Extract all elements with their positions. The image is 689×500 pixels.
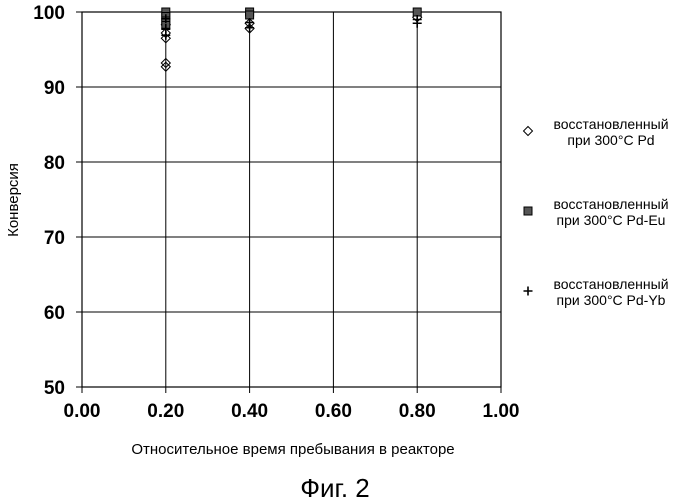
legend-label: восстановленный [553,276,668,292]
x-tick-label: 0.80 [399,401,436,422]
legend-marker-diamond [524,127,533,136]
x-tick-label: 1.00 [483,401,520,422]
grid [76,12,501,393]
legend-label: восстановленный [553,116,668,132]
legend-label: при 300°C Pd-Eu [557,212,666,228]
y-tick-label: 90 [44,78,65,99]
legend-marker-plus [524,287,533,296]
y-tick-label: 80 [44,153,65,174]
legend-label: при 300°C Pd [567,132,654,148]
legend-label: при 300°C Pd-Yb [557,292,666,308]
legend: восстановленныйпри 300°C Pdвосстановленн… [524,116,669,308]
x-tick-label: 0.00 [64,401,101,422]
y-tick-label: 60 [44,303,65,324]
data-point-square [413,8,421,16]
x-axis-title: Относительное время пребывания в реактор… [131,441,454,458]
y-tick-label: 100 [33,3,65,24]
figure-caption: Фиг. 2 [300,473,370,500]
x-tick-labels: 0.00 0.20 0.40 0.60 0.80 1.00 [64,401,520,422]
x-tick-label: 0.60 [315,401,352,422]
x-tick-label: 0.20 [147,401,184,422]
data-points [161,8,421,71]
x-tick-label: 0.40 [231,401,268,422]
y-tick-labels: 50 60 70 80 90 100 [33,3,65,399]
plot-area [82,12,501,387]
y-tick-label: 50 [44,378,65,399]
data-point-square [246,11,254,19]
y-tick-label: 70 [44,228,65,249]
y-axis-title: Конверсия [5,163,22,237]
legend-marker-square [524,207,532,215]
legend-label: восстановленный [553,196,668,212]
